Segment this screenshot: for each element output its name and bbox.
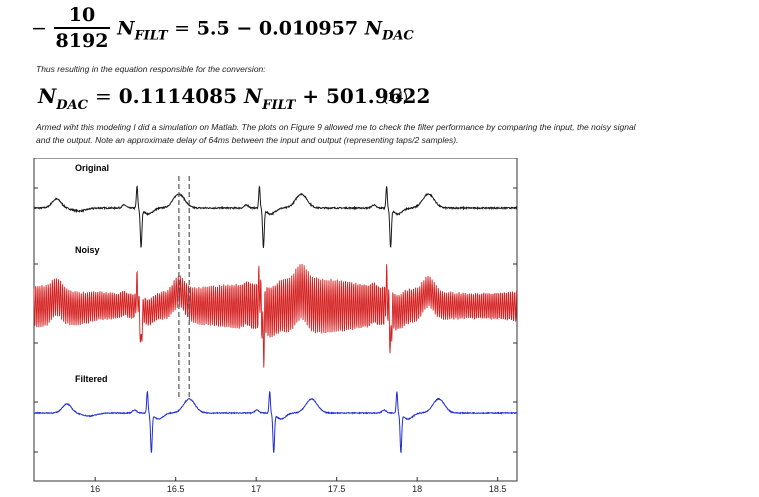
equation-1-rhs-sub: DAC xyxy=(382,28,414,44)
equation-2-mid-symbol: N xyxy=(243,84,263,108)
x-tick-label: 16 xyxy=(90,484,100,494)
equation-1: − 10 8192 NFILT = 5.5 − 0.010957 NDAC xyxy=(31,6,414,51)
x-tick-label: 18 xyxy=(412,484,422,494)
equation-2: NDAC = 0.1114085 NFILT + 501.9622 xyxy=(38,84,430,113)
equation-2-tail: + 501.9622 xyxy=(302,84,431,108)
delay-markers xyxy=(178,176,190,398)
conversion-caption: Thus resulting in the equation responsib… xyxy=(36,64,266,74)
equation-1-equals: = xyxy=(174,17,191,40)
x-tick-label: 17 xyxy=(251,484,261,494)
x-tick-label: 17.5 xyxy=(328,484,346,494)
label-original: Original xyxy=(75,163,109,173)
x-axis: 16 16.5 17 17.5 18 18.5 xyxy=(90,477,506,494)
equation-1-lhs-sub: FILT xyxy=(134,28,168,44)
equation-1-rhs-symbol: N xyxy=(364,17,383,40)
equation-1-fraction: 10 8192 xyxy=(53,4,111,51)
noisy-signal-trace xyxy=(33,263,518,368)
paragraph-line-2: and the output. Note an approximate dela… xyxy=(36,135,459,145)
equation-2-lhs-sub: DAC xyxy=(56,98,88,113)
signal-figure: 16 16.5 17 17.5 18 18.5 Original Noisy Filter… xyxy=(33,158,518,494)
equation-2-number: (14) xyxy=(383,88,408,104)
filtered-signal-trace xyxy=(33,390,518,454)
label-filtered: Filtered xyxy=(75,374,108,384)
equation-2-coefficient: 0.1114085 xyxy=(118,84,237,108)
equation-2-equals: = xyxy=(94,84,112,108)
equation-1-rhs: 5.5 − 0.010957 xyxy=(196,17,359,40)
original-signal-trace xyxy=(33,185,518,248)
equation-1-denominator: 8192 xyxy=(53,27,111,51)
equation-1-lhs-symbol: N xyxy=(117,17,135,40)
equation-2-lhs-symbol: N xyxy=(38,84,57,108)
equation-1-minus: − xyxy=(31,17,47,40)
label-noisy: Noisy xyxy=(75,245,100,255)
paragraph-line-1: Armed wiht this modeling I did a simulat… xyxy=(36,122,636,132)
y-tick-marks xyxy=(34,187,517,453)
x-tick-label: 18.5 xyxy=(489,484,507,494)
equation-2-mid-sub: FILT xyxy=(262,98,296,113)
equation-1-numerator: 10 xyxy=(68,4,96,26)
x-tick-label: 16.5 xyxy=(167,484,185,494)
